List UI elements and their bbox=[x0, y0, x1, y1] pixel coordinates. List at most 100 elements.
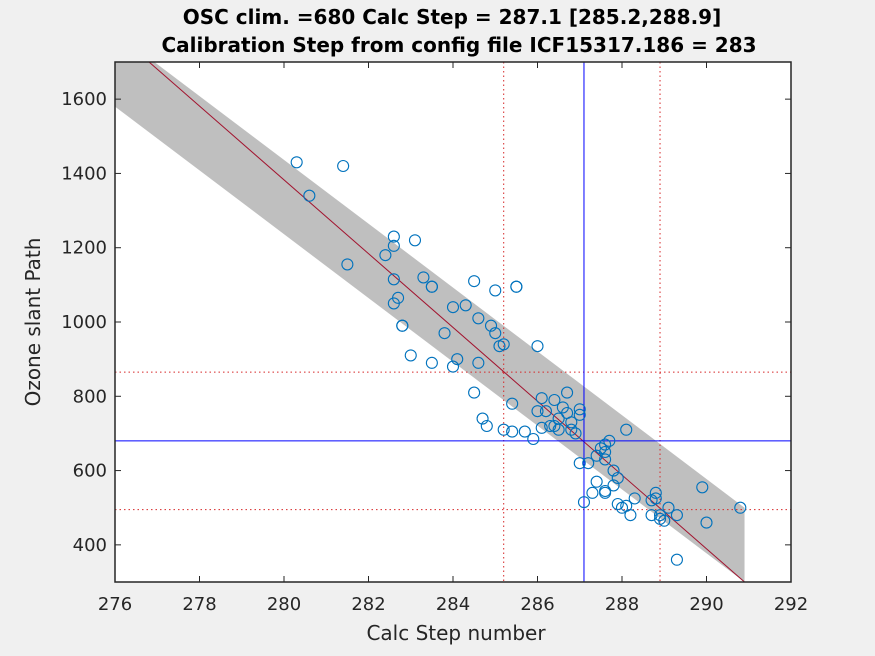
scatter-point bbox=[548, 393, 561, 407]
scatter-point bbox=[607, 479, 620, 492]
scatter-point bbox=[599, 453, 612, 466]
x-tick-label: 290 bbox=[689, 594, 723, 615]
scatter-point bbox=[645, 509, 658, 522]
scatter-point bbox=[590, 475, 603, 488]
x-tick-label: 278 bbox=[182, 594, 216, 615]
scatter-point bbox=[548, 419, 561, 433]
fit-line-layer bbox=[148, 62, 745, 582]
scatter-point bbox=[531, 340, 544, 353]
scatter-point bbox=[497, 338, 510, 351]
y-tick-label: 800 bbox=[73, 386, 107, 407]
confidence-band-layer bbox=[115, 62, 745, 582]
scatter-point bbox=[459, 299, 472, 312]
fit-line bbox=[148, 62, 745, 582]
scatter-point bbox=[451, 353, 464, 366]
chart-subtitle: Calibration Step from config file ICF153… bbox=[161, 33, 756, 57]
scatter-point bbox=[611, 471, 624, 485]
scatter-point bbox=[489, 327, 502, 340]
scatter-point bbox=[544, 419, 557, 433]
scatter-point bbox=[506, 425, 519, 438]
scatter-point bbox=[573, 457, 586, 470]
scatter-point bbox=[387, 230, 400, 243]
x-tick-label: 288 bbox=[605, 594, 639, 615]
confidence-band bbox=[115, 62, 745, 582]
scatter-point bbox=[645, 494, 658, 507]
scatter-point bbox=[484, 319, 498, 332]
scatter-point bbox=[472, 312, 485, 325]
scatter-point bbox=[670, 553, 683, 566]
y-tick-label: 1000 bbox=[61, 312, 107, 333]
scatter-point bbox=[734, 501, 747, 514]
scatter-point bbox=[506, 397, 519, 410]
scatter-point bbox=[341, 258, 354, 271]
ticks-layer: 276 278 280 282 284 286 288 290 292 400 600 800 1000… bbox=[61, 62, 808, 615]
scatter-point bbox=[599, 486, 612, 499]
scatter-point bbox=[404, 349, 417, 362]
scatter-point bbox=[569, 427, 582, 440]
scatter-point bbox=[565, 423, 578, 436]
scatter-point bbox=[379, 249, 392, 262]
scatter-point bbox=[425, 280, 438, 293]
scatter-point bbox=[573, 403, 586, 416]
scatter-point bbox=[599, 438, 612, 451]
scatter-point bbox=[476, 412, 489, 425]
scatter-point bbox=[535, 392, 548, 405]
scatter-point bbox=[670, 509, 683, 522]
scatter-point bbox=[480, 419, 493, 433]
scatter-point bbox=[590, 449, 603, 462]
scatter-point bbox=[510, 280, 523, 293]
scatter-point bbox=[603, 434, 616, 447]
scatter-point bbox=[573, 408, 586, 421]
scatter-point bbox=[611, 497, 624, 511]
scatter-point bbox=[552, 423, 565, 436]
scatter-point bbox=[696, 481, 709, 494]
scatter-point bbox=[624, 509, 637, 522]
x-tick-label: 280 bbox=[267, 594, 301, 615]
scatter-point bbox=[518, 425, 531, 438]
x-tick-label: 284 bbox=[436, 594, 470, 615]
scatter-point bbox=[649, 486, 662, 499]
scatter-point bbox=[539, 405, 553, 418]
scatter-point bbox=[653, 509, 667, 522]
scatter-point bbox=[438, 327, 451, 340]
scatter-point bbox=[468, 386, 481, 399]
scatter-point bbox=[628, 492, 641, 505]
scatter-point bbox=[425, 356, 438, 369]
y-tick-label: 400 bbox=[73, 535, 107, 556]
scatter-point bbox=[472, 356, 485, 369]
scatter-point bbox=[468, 275, 481, 288]
scatter-point bbox=[337, 159, 350, 173]
scatter-point bbox=[303, 189, 316, 202]
chart-title: OSC clim. =680 Calc Step = 287.1 [285.2,… bbox=[183, 5, 722, 29]
scatter-point bbox=[290, 156, 303, 169]
scatter-point bbox=[497, 423, 510, 436]
y-tick-label: 600 bbox=[73, 461, 107, 482]
scatter-point bbox=[387, 273, 400, 286]
scatter-point bbox=[565, 416, 578, 429]
x-tick-label: 282 bbox=[351, 594, 385, 615]
scatter-point bbox=[607, 464, 620, 477]
y-tick-label: 1600 bbox=[61, 89, 107, 110]
x-tick-label: 276 bbox=[98, 594, 132, 615]
scatter-point bbox=[417, 271, 430, 284]
scatter-point bbox=[594, 442, 607, 455]
scatter-point bbox=[387, 239, 400, 252]
x-axis-label: Calc Step number bbox=[366, 621, 546, 645]
scatter-point bbox=[586, 486, 599, 499]
scatter-point bbox=[561, 386, 574, 399]
scatter-point bbox=[446, 301, 460, 314]
y-tick-label: 1400 bbox=[61, 163, 107, 184]
scatter-point bbox=[535, 421, 548, 434]
scatter-point bbox=[599, 445, 612, 459]
scatter-point bbox=[527, 432, 540, 446]
scatter-points-layer bbox=[290, 156, 747, 566]
y-tick-label: 1200 bbox=[61, 238, 107, 259]
scatter-point bbox=[582, 457, 595, 470]
y-axis-label: Ozone slant Path bbox=[21, 238, 45, 407]
scatter-point bbox=[620, 423, 633, 436]
scatter-point bbox=[577, 496, 591, 509]
scatter-point bbox=[700, 516, 713, 529]
scatter-point bbox=[446, 360, 460, 373]
scatter-point bbox=[531, 405, 544, 418]
